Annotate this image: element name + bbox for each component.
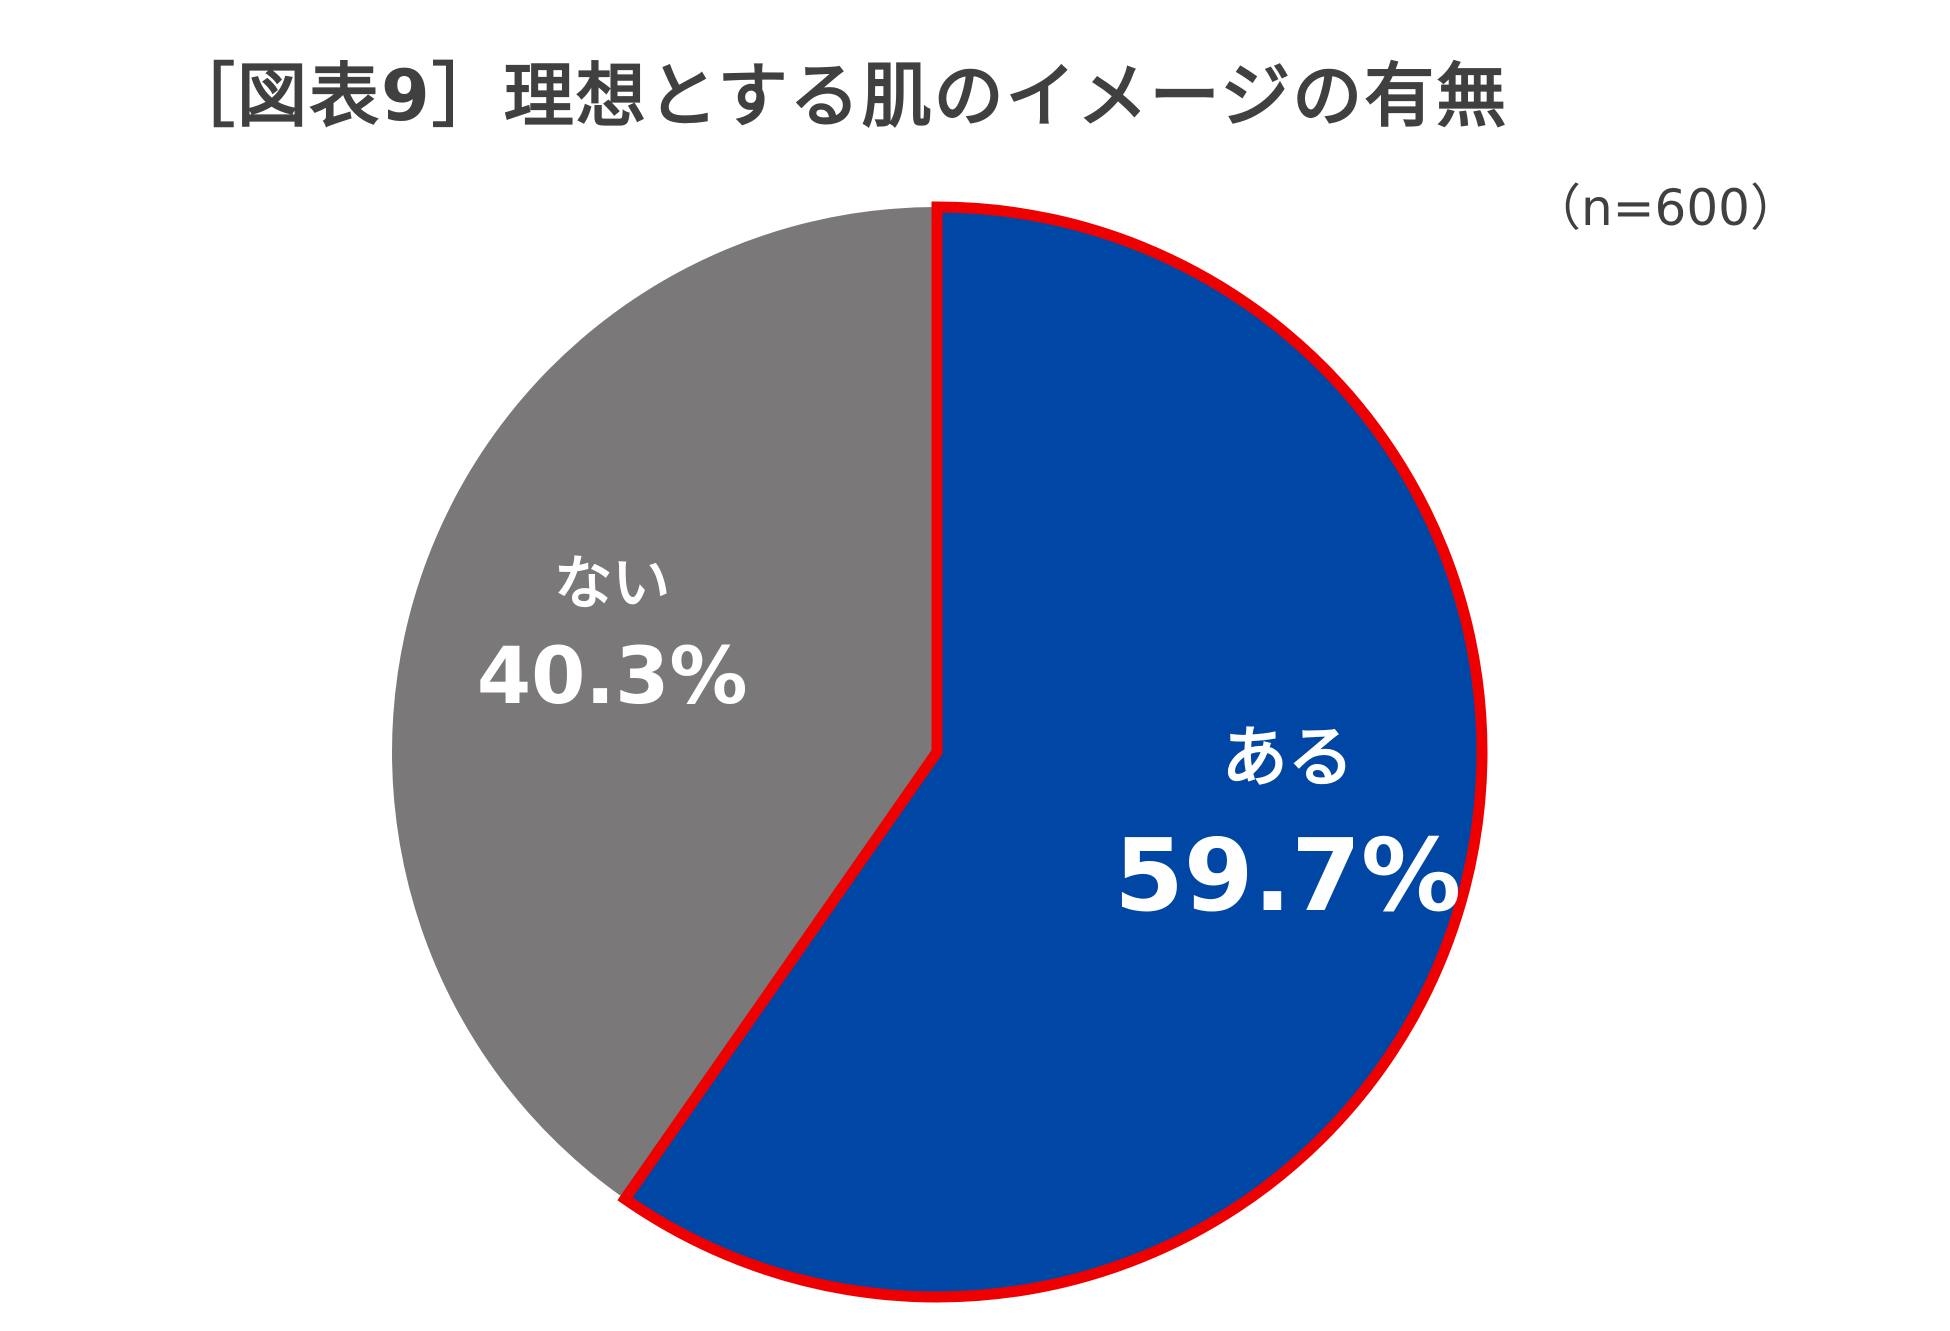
slice-aru xyxy=(617,201,1488,1303)
sample-size-note: （n=600） xyxy=(1530,179,1800,237)
slice-label-aru: ある xyxy=(1222,719,1354,796)
chart-title: ［図表9］理想とする肌のイメージの有無 xyxy=(165,55,1509,137)
slice-nai xyxy=(392,207,938,1199)
slice-value-nai: 40.3% xyxy=(477,632,748,722)
slice-value-aru: 59.7% xyxy=(1114,817,1461,934)
slice-label-nai: ない xyxy=(554,549,670,617)
